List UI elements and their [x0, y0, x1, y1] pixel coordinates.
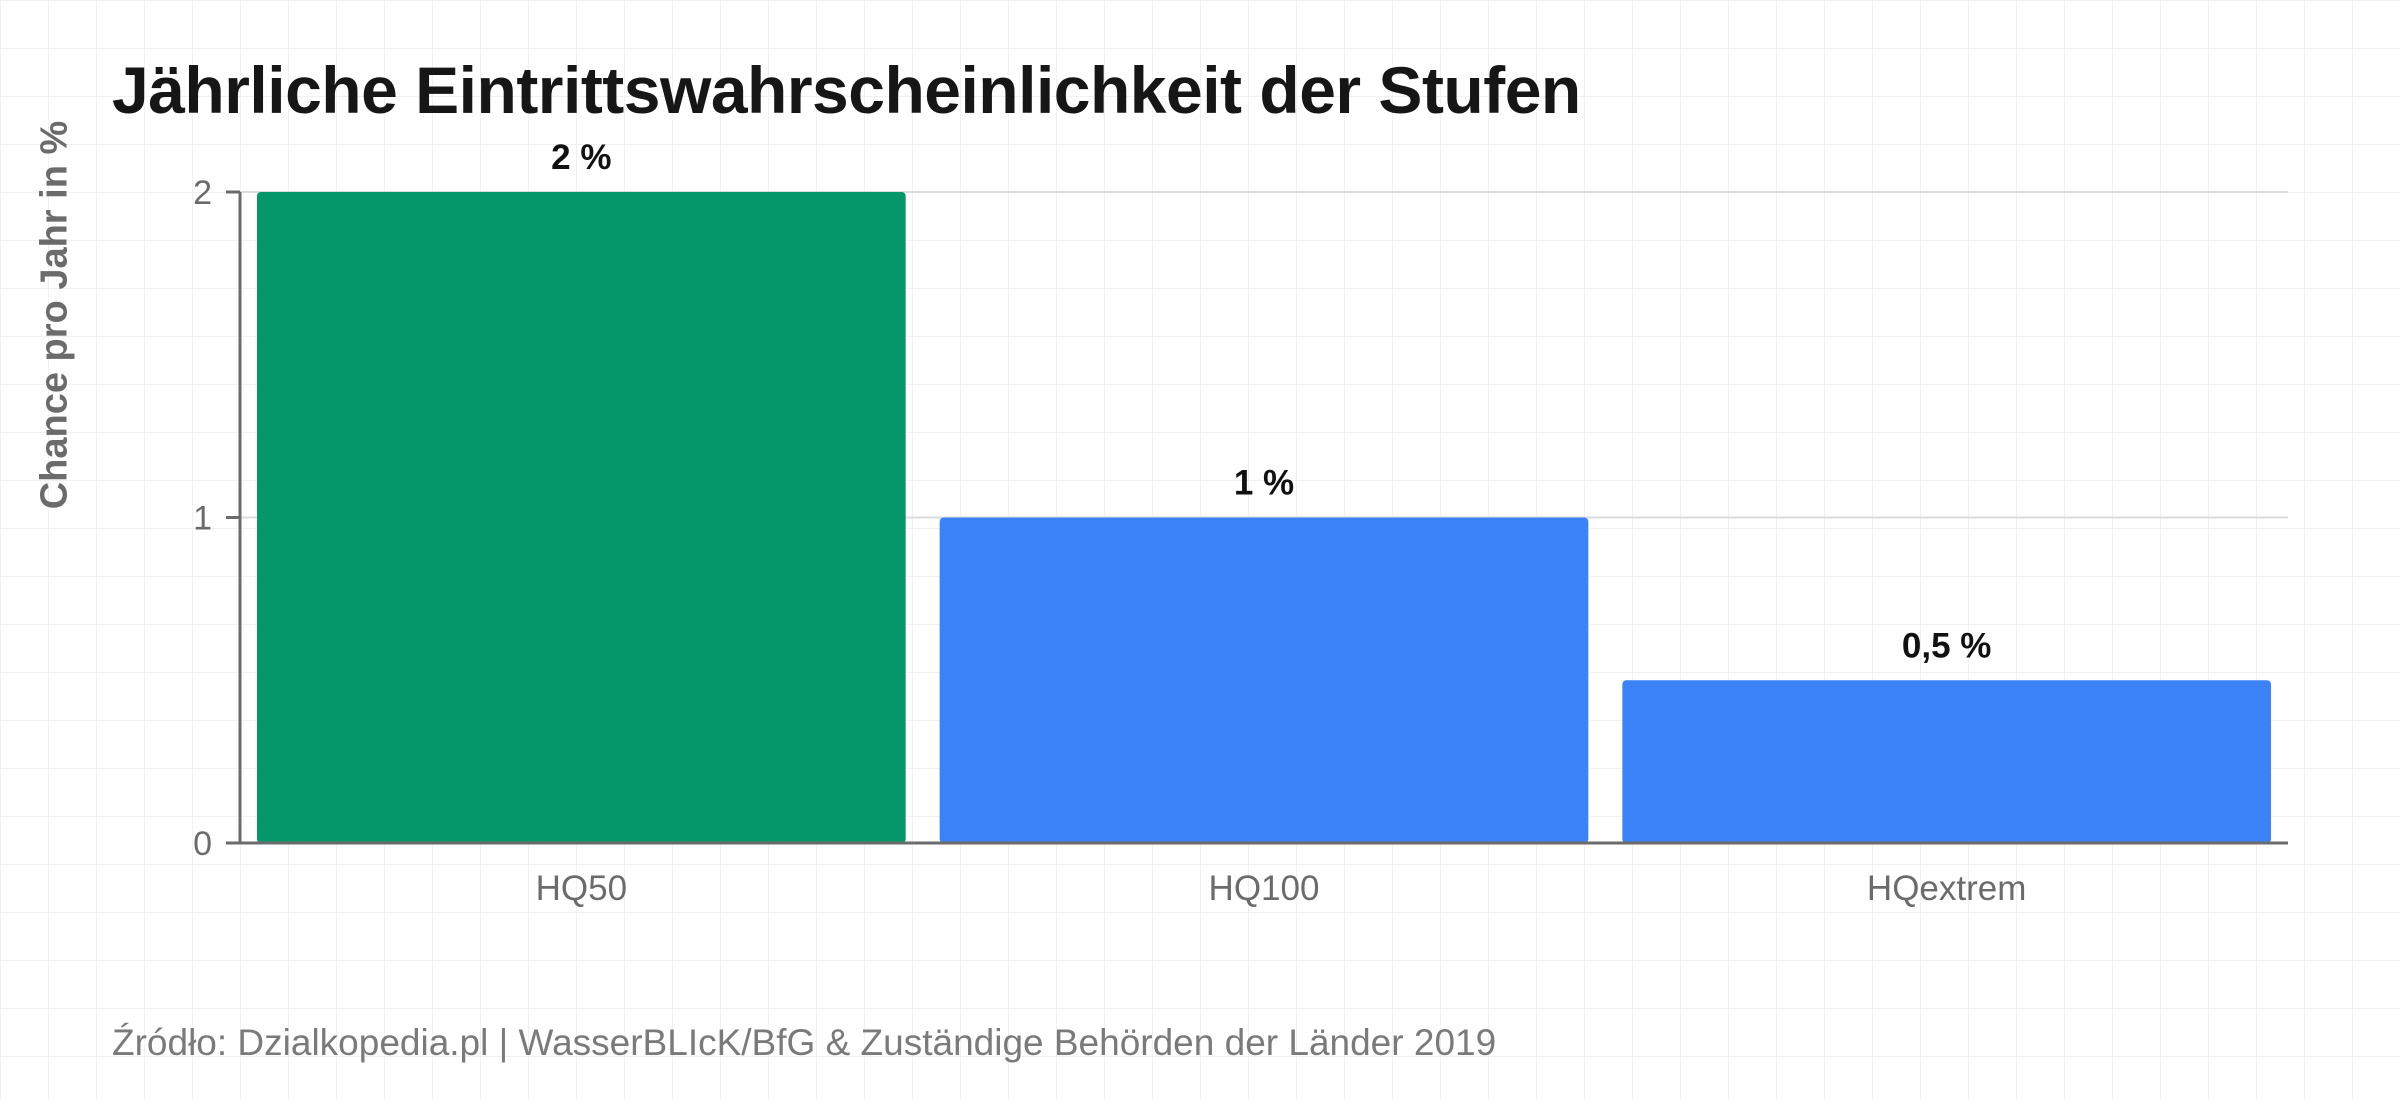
x-tick-label-hqextrem: HQextrem	[1867, 869, 2026, 908]
bar-hq100	[939, 517, 1589, 843]
data-label-hqextrem: 0,5 %	[1902, 626, 1992, 665]
x-tick-label-hq50: HQ50	[536, 869, 627, 908]
bar-hq50	[257, 192, 906, 843]
y-tick-label-0: 0	[193, 825, 212, 863]
source-note: Źródło: Dzialkopedia.pl | WasserBLIcK/Bf…	[112, 1022, 1497, 1063]
data-label-hq100: 1 %	[1234, 464, 1294, 503]
x-tick-label-hq100: HQ100	[1209, 869, 1320, 908]
bar-hqextrem	[1622, 680, 2271, 843]
y-tick-label-1: 1	[193, 500, 212, 538]
data-label-hq50: 2 %	[551, 138, 611, 177]
chart-title: Jährliche Eintrittswahrscheinlichkeit de…	[112, 53, 1581, 127]
y-tick-label-2: 2	[193, 174, 212, 212]
